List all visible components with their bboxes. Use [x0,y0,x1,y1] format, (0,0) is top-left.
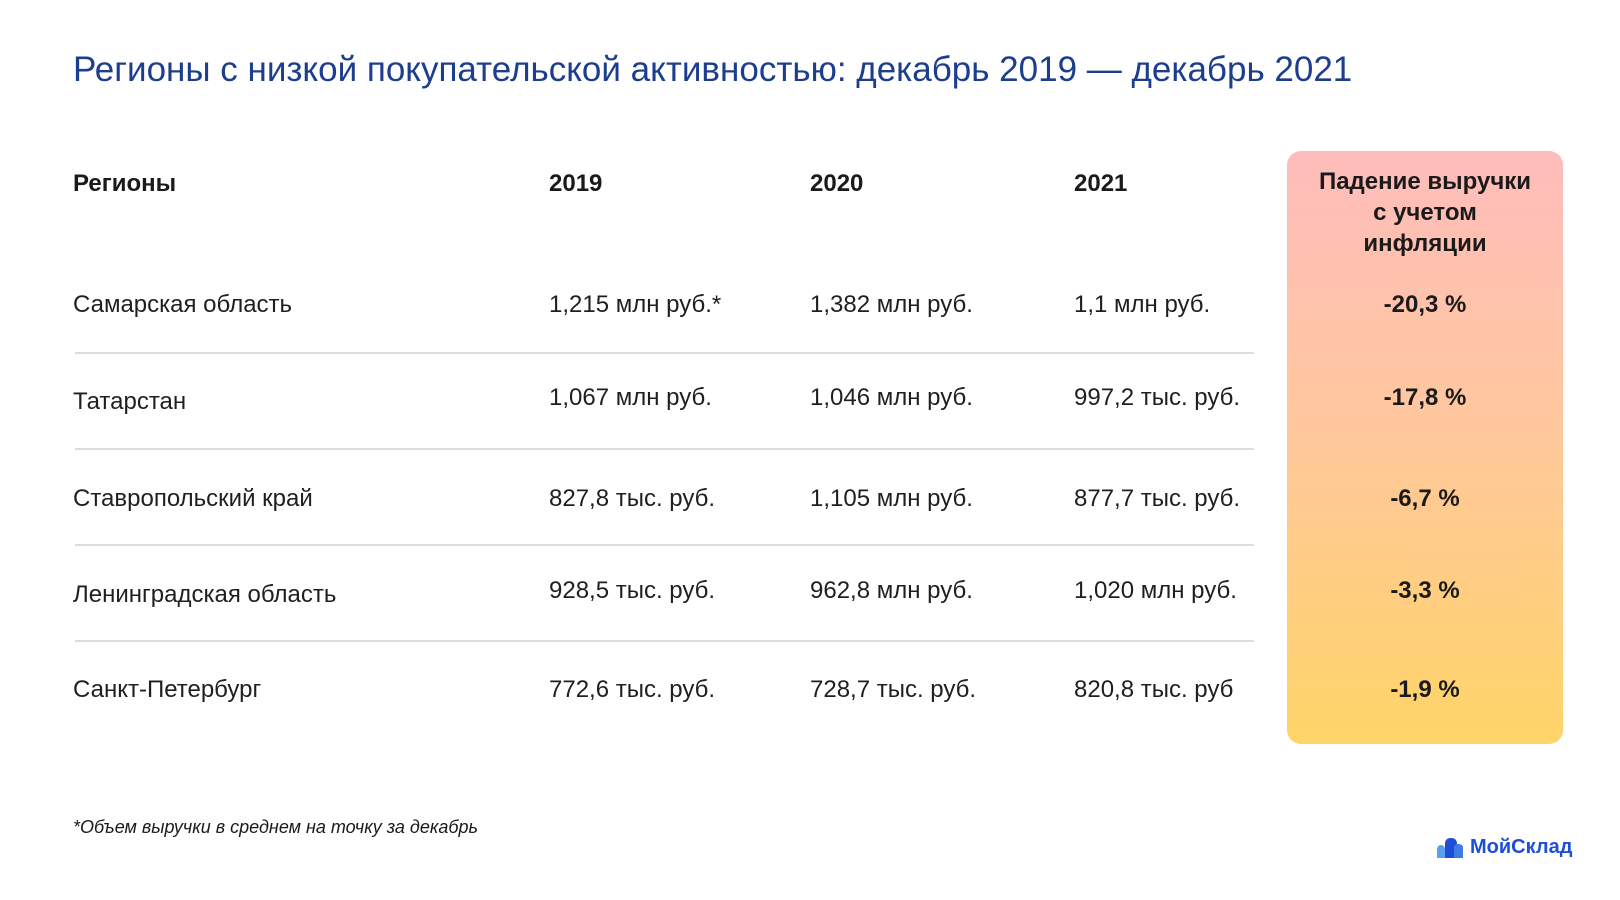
header-2020: 2020 [810,170,864,197]
header-revenue-drop: Падение выручки с учетом инфляции [1287,166,1563,259]
header-revenue-drop-line2: с учетом [1373,199,1477,226]
header-2021: 2021 [1074,170,1128,197]
row-value-2020: 962,8 млн руб. [810,577,973,604]
mountains-logo-icon [1437,837,1463,858]
row-value-2020: 1,382 млн руб. [810,291,973,318]
row-value-2019: 1,067 млн руб. [549,384,712,411]
row-region: Татарстан [73,388,187,415]
footnote: *Объем выручки в среднем на точку за дек… [73,817,478,837]
header-revenue-drop-line1: Падение выручки [1318,168,1532,195]
row-region: Самарская область [73,291,293,318]
row-value-2021: 997,2 тыс. руб. [1074,384,1241,411]
row-divider [75,352,1254,354]
row-divider [75,448,1254,450]
row-value-2021: 1,1 млн руб. [1074,291,1211,318]
row-value-2021: 820,8 тыс. руб [1074,676,1234,703]
row-value-2020: 728,7 тыс. руб. [810,676,977,703]
row-value-2019: 928,5 тыс. руб. [549,577,716,604]
row-value-2019: 827,8 тыс. руб. [549,485,716,512]
row-region: Ленинградская область [73,581,337,608]
header-regions: Регионы [73,170,177,197]
row-region: Санкт-Петербург [73,676,262,703]
row-value-2021: 1,020 млн руб. [1074,577,1237,604]
revenue-drop-highlight-panel [1287,151,1563,744]
row-revenue-drop: -3,3 % [1390,577,1460,604]
row-region: Ставропольский край [73,485,313,512]
row-revenue-drop: -20,3 % [1383,291,1467,318]
row-value-2021: 877,7 тыс. руб. [1074,485,1241,512]
header-revenue-drop-line3: инфляции [1363,230,1487,257]
row-revenue-drop: -6,7 % [1390,485,1460,512]
logo-text: МойСклад [1470,836,1573,858]
row-divider [75,544,1254,546]
row-value-2020: 1,105 млн руб. [810,485,973,512]
row-value-2019: 772,6 тыс. руб. [549,676,716,703]
row-revenue-drop: -1,9 % [1390,676,1460,703]
company-logo: МойСклад [1436,836,1572,859]
page-title: Регионы с низкой покупательской активнос… [73,50,1353,89]
row-value-2019: 1,215 млн руб.* [549,291,722,318]
row-revenue-drop: -17,8 % [1383,384,1467,411]
row-divider [75,640,1254,642]
header-2019: 2019 [549,170,603,197]
row-value-2020: 1,046 млн руб. [810,384,973,411]
